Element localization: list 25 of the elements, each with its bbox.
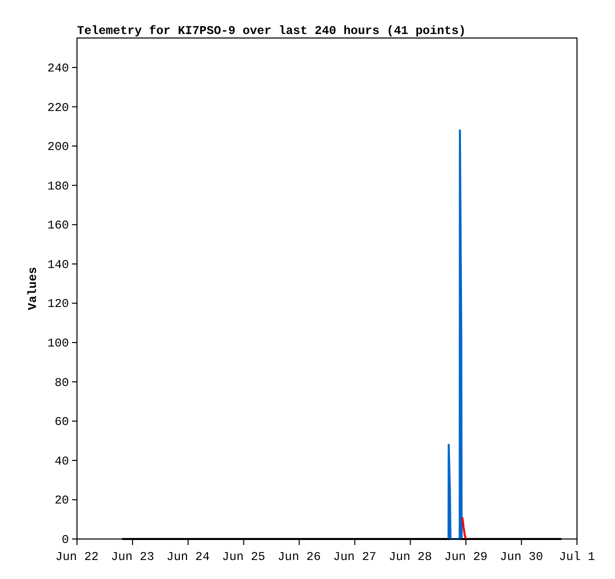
x-tick-label: Jul 1 [558, 550, 596, 564]
y-tick-label: 200 [47, 140, 69, 154]
x-tick-label: Jun 28 [388, 550, 432, 564]
y-tick-label: 240 [47, 61, 69, 76]
y-tick-label: 60 [54, 415, 69, 430]
x-tick-label: Jun 27 [333, 550, 376, 564]
x-tick-label: Jun 22 [55, 550, 99, 564]
x-tick-label: Jun 23 [110, 550, 154, 564]
x-tick-label: Jun 25 [222, 550, 266, 564]
y-tick-label: 80 [54, 376, 69, 390]
chart-title: Telemetry for KI7PSO-9 over last 240 hours (41 points) [77, 24, 466, 38]
y-tick-label: 220 [47, 100, 69, 115]
y-axis-title: Values [26, 266, 40, 310]
x-tick-label: Jun 24 [166, 550, 210, 564]
y-tick-label: 160 [47, 218, 69, 233]
y-tick-label: 120 [47, 297, 69, 312]
y-tick-label: 180 [47, 179, 69, 194]
x-tick-label: Jun 30 [500, 550, 544, 564]
y-tick-label: 100 [47, 336, 69, 351]
x-tick-label: Jun 26 [278, 550, 321, 564]
x-tick-label: Jun 29 [444, 550, 488, 564]
y-tick-label: 40 [54, 454, 69, 468]
y-tick-label: 20 [54, 494, 69, 508]
y-tick-label: 140 [47, 258, 69, 272]
y-tick-label: 0 [62, 533, 69, 547]
